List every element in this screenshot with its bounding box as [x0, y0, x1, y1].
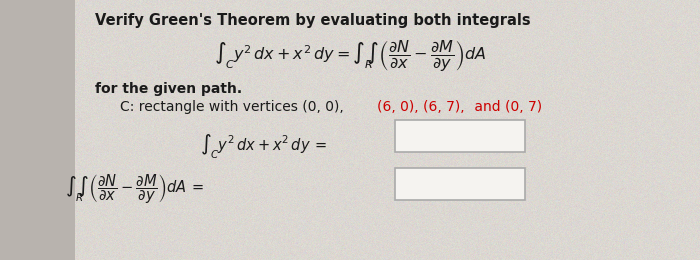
Text: $\int_R\!\!\int \left(\dfrac{\partial N}{\partial x} - \dfrac{\partial M}{\parti: $\int_R\!\!\int \left(\dfrac{\partial N}… [65, 172, 204, 206]
Text: and (0, 7): and (0, 7) [470, 100, 542, 114]
Bar [395, 168, 525, 200]
Bar [395, 120, 525, 152]
Text: (6, 0), (6, 7),: (6, 0), (6, 7), [377, 100, 465, 114]
Text: $\int_C y^2\,dx + x^2\,dy\, = $: $\int_C y^2\,dx + x^2\,dy\, = $ [200, 132, 327, 161]
Bar [0, 0, 75, 260]
Text: $\int_C y^2\,dx + x^2\,dy = \int_R\!\!\int \left(\dfrac{\partial N}{\partial x} : $\int_C y^2\,dx + x^2\,dy = \int_R\!\!\i… [214, 38, 486, 74]
Text: Verify Green's Theorem by evaluating both integrals: Verify Green's Theorem by evaluating bot… [95, 13, 531, 28]
Text: C: rectangle with vertices (0, 0),: C: rectangle with vertices (0, 0), [120, 100, 348, 114]
Text: for the given path.: for the given path. [95, 82, 242, 96]
